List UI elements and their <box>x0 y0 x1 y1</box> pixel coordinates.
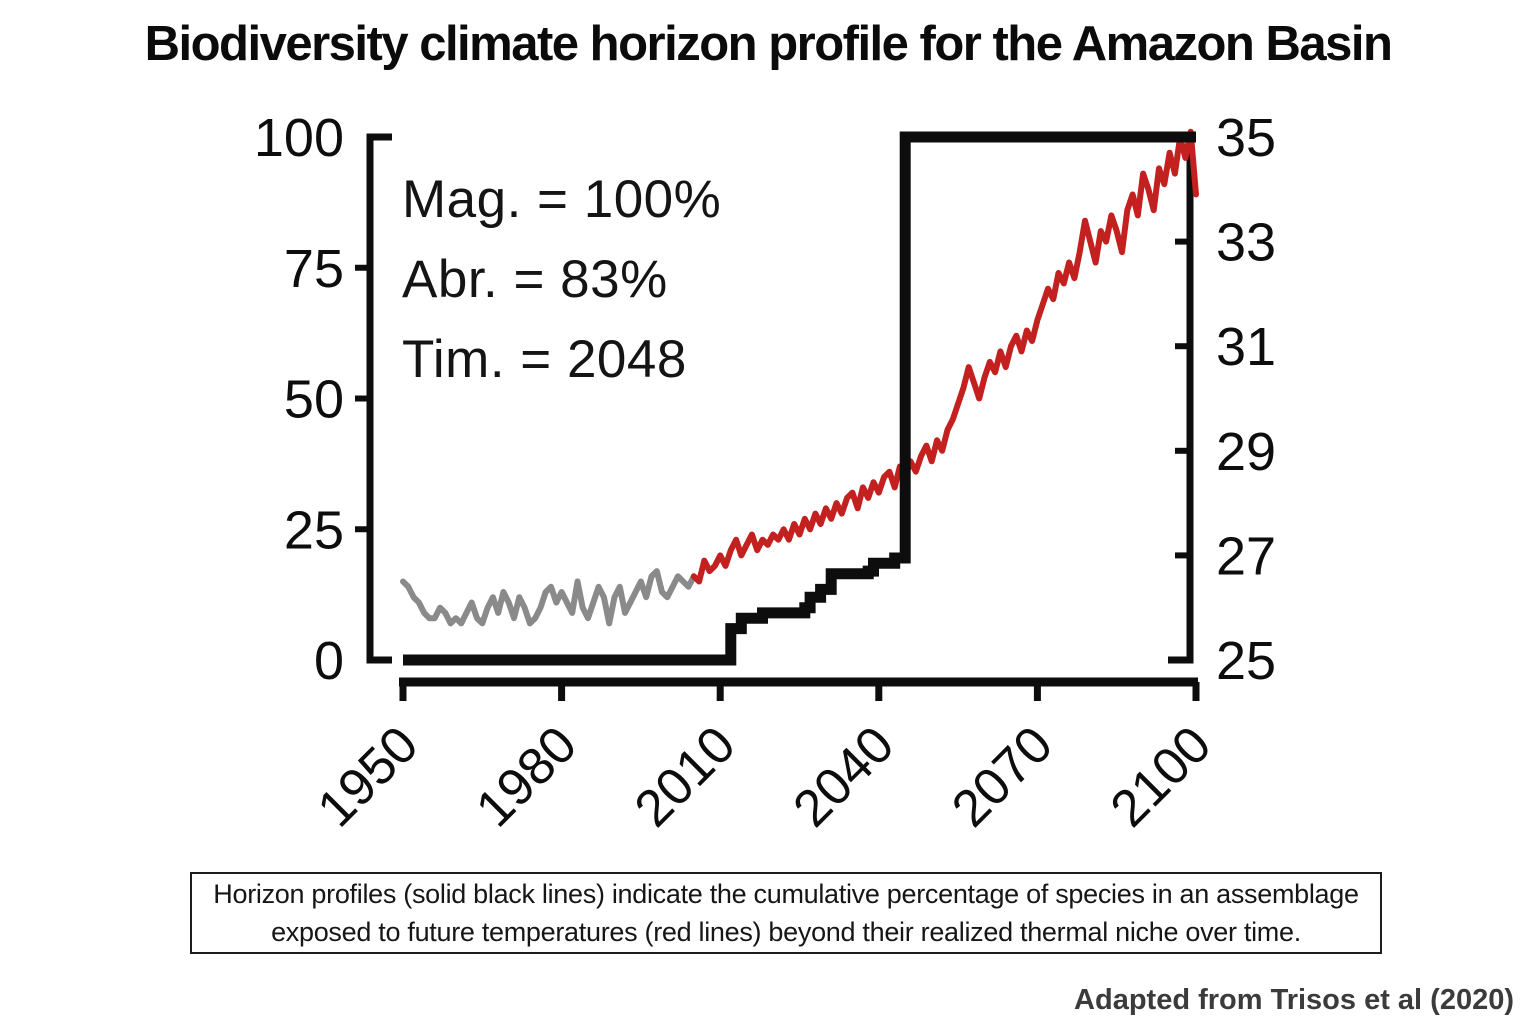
temperature-line-historical <box>400 568 697 627</box>
right-axis-spine <box>1168 133 1194 664</box>
right-axis-tick-label: 25 <box>1216 631 1276 691</box>
attribution-text: Adapted from Trisos et al (2020) <box>1074 984 1514 1016</box>
left-axis-tick-label: 75 <box>284 239 344 299</box>
horizon-profile-line <box>403 131 1196 666</box>
x-axis-tick-label: 1950 <box>307 715 430 838</box>
x-axis-tick-label: 2010 <box>624 715 747 838</box>
chart-title: Biodiversity climate horizon profile for… <box>144 17 1393 71</box>
left-axis-tick-label: 100 <box>254 108 344 168</box>
right-axis-tick-label: 31 <box>1216 317 1276 377</box>
annotation-magnitude: Mag. = 100% <box>402 170 722 229</box>
annotation-timing: Tim. = 2048 <box>402 330 687 389</box>
left-axis-tick-label: 0 <box>314 631 344 691</box>
right-axis-tick-label: 27 <box>1216 526 1276 586</box>
right-axis-tick-label: 35 <box>1216 108 1276 168</box>
annotation-block: Mag. = 100% Abr. = 83% Tim. = 2048 <box>402 160 721 400</box>
x-axis-tick-label: 1980 <box>465 715 588 838</box>
caption-line-1: Horizon profiles (solid black lines) ind… <box>213 879 1359 909</box>
left-axis-tick-label: 50 <box>284 370 344 430</box>
x-axis-tick-label: 2070 <box>941 715 1064 838</box>
right-axis-tick-label: 33 <box>1216 213 1276 273</box>
left-axis-spine <box>366 133 392 664</box>
x-axis-tick-label: 2040 <box>782 715 905 838</box>
caption-line-2: exposed to future temperatures (red line… <box>271 917 1301 947</box>
left-axis-tick-label: 25 <box>284 500 344 560</box>
annotation-abruptness: Abr. = 83% <box>402 250 668 309</box>
caption-box: Horizon profiles (solid black lines) ind… <box>190 872 1382 954</box>
temperature-line-future <box>690 128 1199 585</box>
right-axis-tick-label: 29 <box>1216 422 1276 482</box>
x-axis-tick-label: 2100 <box>1100 715 1223 838</box>
